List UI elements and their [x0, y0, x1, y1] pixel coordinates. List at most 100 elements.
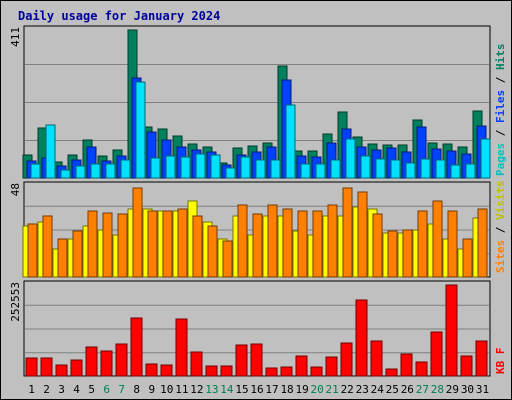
bar-sites-day-18 [282, 208, 293, 278]
bar-pages-day-3 [60, 169, 71, 179]
bar-sites-day-1 [27, 223, 38, 278]
day-label: 21 [326, 383, 339, 396]
bar-sites-day-6 [102, 212, 113, 278]
bar-pages-day-18 [285, 104, 296, 179]
bar-sites-day-27 [417, 210, 428, 278]
bar-sites-day-31 [477, 208, 488, 278]
y-max-tick-label: 48 [9, 183, 22, 196]
bar-pages-day-30 [465, 163, 476, 179]
bar-kb-f-day-31 [475, 340, 488, 377]
bar-sites-day-16 [252, 213, 263, 278]
day-label: 15 [235, 383, 248, 396]
legend-entry: / [494, 220, 507, 240]
day-label: 11 [175, 383, 188, 396]
bar-kb-f-day-25 [385, 368, 398, 377]
bar-kb-f-day-11 [175, 318, 188, 377]
legend-entry: / [494, 70, 507, 90]
bar-kb-f-day-26 [400, 353, 413, 377]
bar-pages-day-9 [150, 157, 161, 179]
day-label: 10 [160, 383, 173, 396]
bar-kb-f-day-28 [430, 331, 443, 377]
bar-kb-f-day-17 [265, 367, 278, 377]
y-max-tick-label: 411 [9, 27, 22, 47]
bar-sites-day-19 [297, 210, 308, 278]
bar-kb-f-day-5 [85, 346, 98, 377]
bar-pages-day-19 [300, 163, 311, 179]
bar-pages-day-5 [90, 163, 101, 179]
bar-pages-day-24 [375, 158, 386, 179]
day-label: 18 [280, 383, 293, 396]
day-label: 27 [416, 383, 429, 396]
bar-kb-f-day-20 [310, 366, 323, 377]
bar-kb-f-day-29 [445, 284, 458, 377]
bar-sites-day-12 [192, 215, 203, 278]
bar-kb-f-day-21 [325, 356, 338, 377]
legend-panel2: Sites / Visits [494, 180, 507, 273]
bar-kb-f-day-22 [340, 342, 353, 377]
bar-kb-f-day-24 [370, 340, 383, 377]
bar-sites-day-25 [387, 230, 398, 278]
day-label: 6 [103, 383, 110, 396]
bar-pages-day-12 [195, 153, 206, 179]
legends: Pages / Files / Hits Sites / Visits KB F [494, 44, 507, 375]
day-label: 12 [190, 383, 203, 396]
bar-pages-day-28 [435, 159, 446, 179]
bar-kb-f-day-27 [415, 361, 428, 377]
day-label: 16 [250, 383, 263, 396]
day-label: 17 [265, 383, 278, 396]
legend-entry: Visits [494, 180, 507, 220]
legend-entry: Hits [494, 44, 507, 71]
bar-pages-day-23 [360, 155, 371, 179]
bar-pages-day-13 [210, 154, 221, 179]
day-label: 2 [43, 383, 50, 396]
bar-pages-day-22 [345, 138, 356, 179]
bar-sites-day-11 [177, 208, 188, 278]
day-label: 31 [476, 383, 489, 396]
day-label: 20 [311, 383, 324, 396]
day-label: 22 [341, 383, 354, 396]
bar-sites-day-7 [117, 213, 128, 278]
bar-sites-day-24 [372, 213, 383, 278]
bar-pages-day-14 [225, 167, 236, 179]
bar-pages-day-15 [240, 156, 251, 179]
bar-sites-day-10 [162, 210, 173, 278]
series-kb-f [25, 284, 488, 377]
legend-entry: / [494, 123, 507, 143]
bar-sites-day-8 [132, 187, 143, 278]
day-label: 25 [386, 383, 399, 396]
bar-pages-day-20 [315, 163, 326, 179]
bar-sites-day-21 [327, 204, 338, 278]
day-labels: 1 2 3 4 5 6 7 8 9 10 11 12 13 14 15 16 17 18 19 20 21 22 23 24 2… [28, 383, 489, 396]
bar-pages-day-31 [480, 138, 491, 179]
bar-kb-f-day-23 [355, 299, 368, 377]
bar-sites-day-2 [42, 215, 53, 278]
bar-kb-f-day-1 [25, 357, 38, 377]
day-label: 14 [220, 383, 234, 396]
series-pages [30, 81, 491, 179]
day-label: 1 [28, 383, 35, 396]
bar-sites-day-29 [447, 210, 458, 278]
bar-pages-day-1 [30, 163, 41, 179]
bar-pages-day-21 [330, 159, 341, 179]
bar-sites-day-14 [222, 240, 233, 278]
bar-kb-f-day-30 [460, 355, 473, 377]
chart-title: Daily usage for January 2024 [18, 9, 220, 23]
day-label: 3 [58, 383, 65, 396]
bar-sites-day-26 [402, 229, 413, 278]
bar-sites-day-13 [207, 225, 218, 278]
panel-hits-files-pages: 411 [9, 25, 491, 179]
bar-kb-f-day-18 [280, 366, 293, 377]
bar-kb-f-day-13 [205, 365, 218, 377]
day-label: 8 [133, 383, 140, 396]
bar-pages-day-8 [135, 81, 146, 179]
bar-pages-day-4 [75, 165, 86, 179]
bar-kb-f-day-8 [130, 317, 143, 377]
bar-pages-day-2 [45, 124, 56, 179]
day-label: 23 [356, 383, 369, 396]
bar-sites-day-5 [87, 210, 98, 278]
bar-kb-f-day-15 [235, 344, 248, 377]
y-max-tick-label: 252553 [9, 282, 22, 322]
bar-sites-day-15 [237, 204, 248, 278]
day-label: 13 [205, 383, 218, 396]
